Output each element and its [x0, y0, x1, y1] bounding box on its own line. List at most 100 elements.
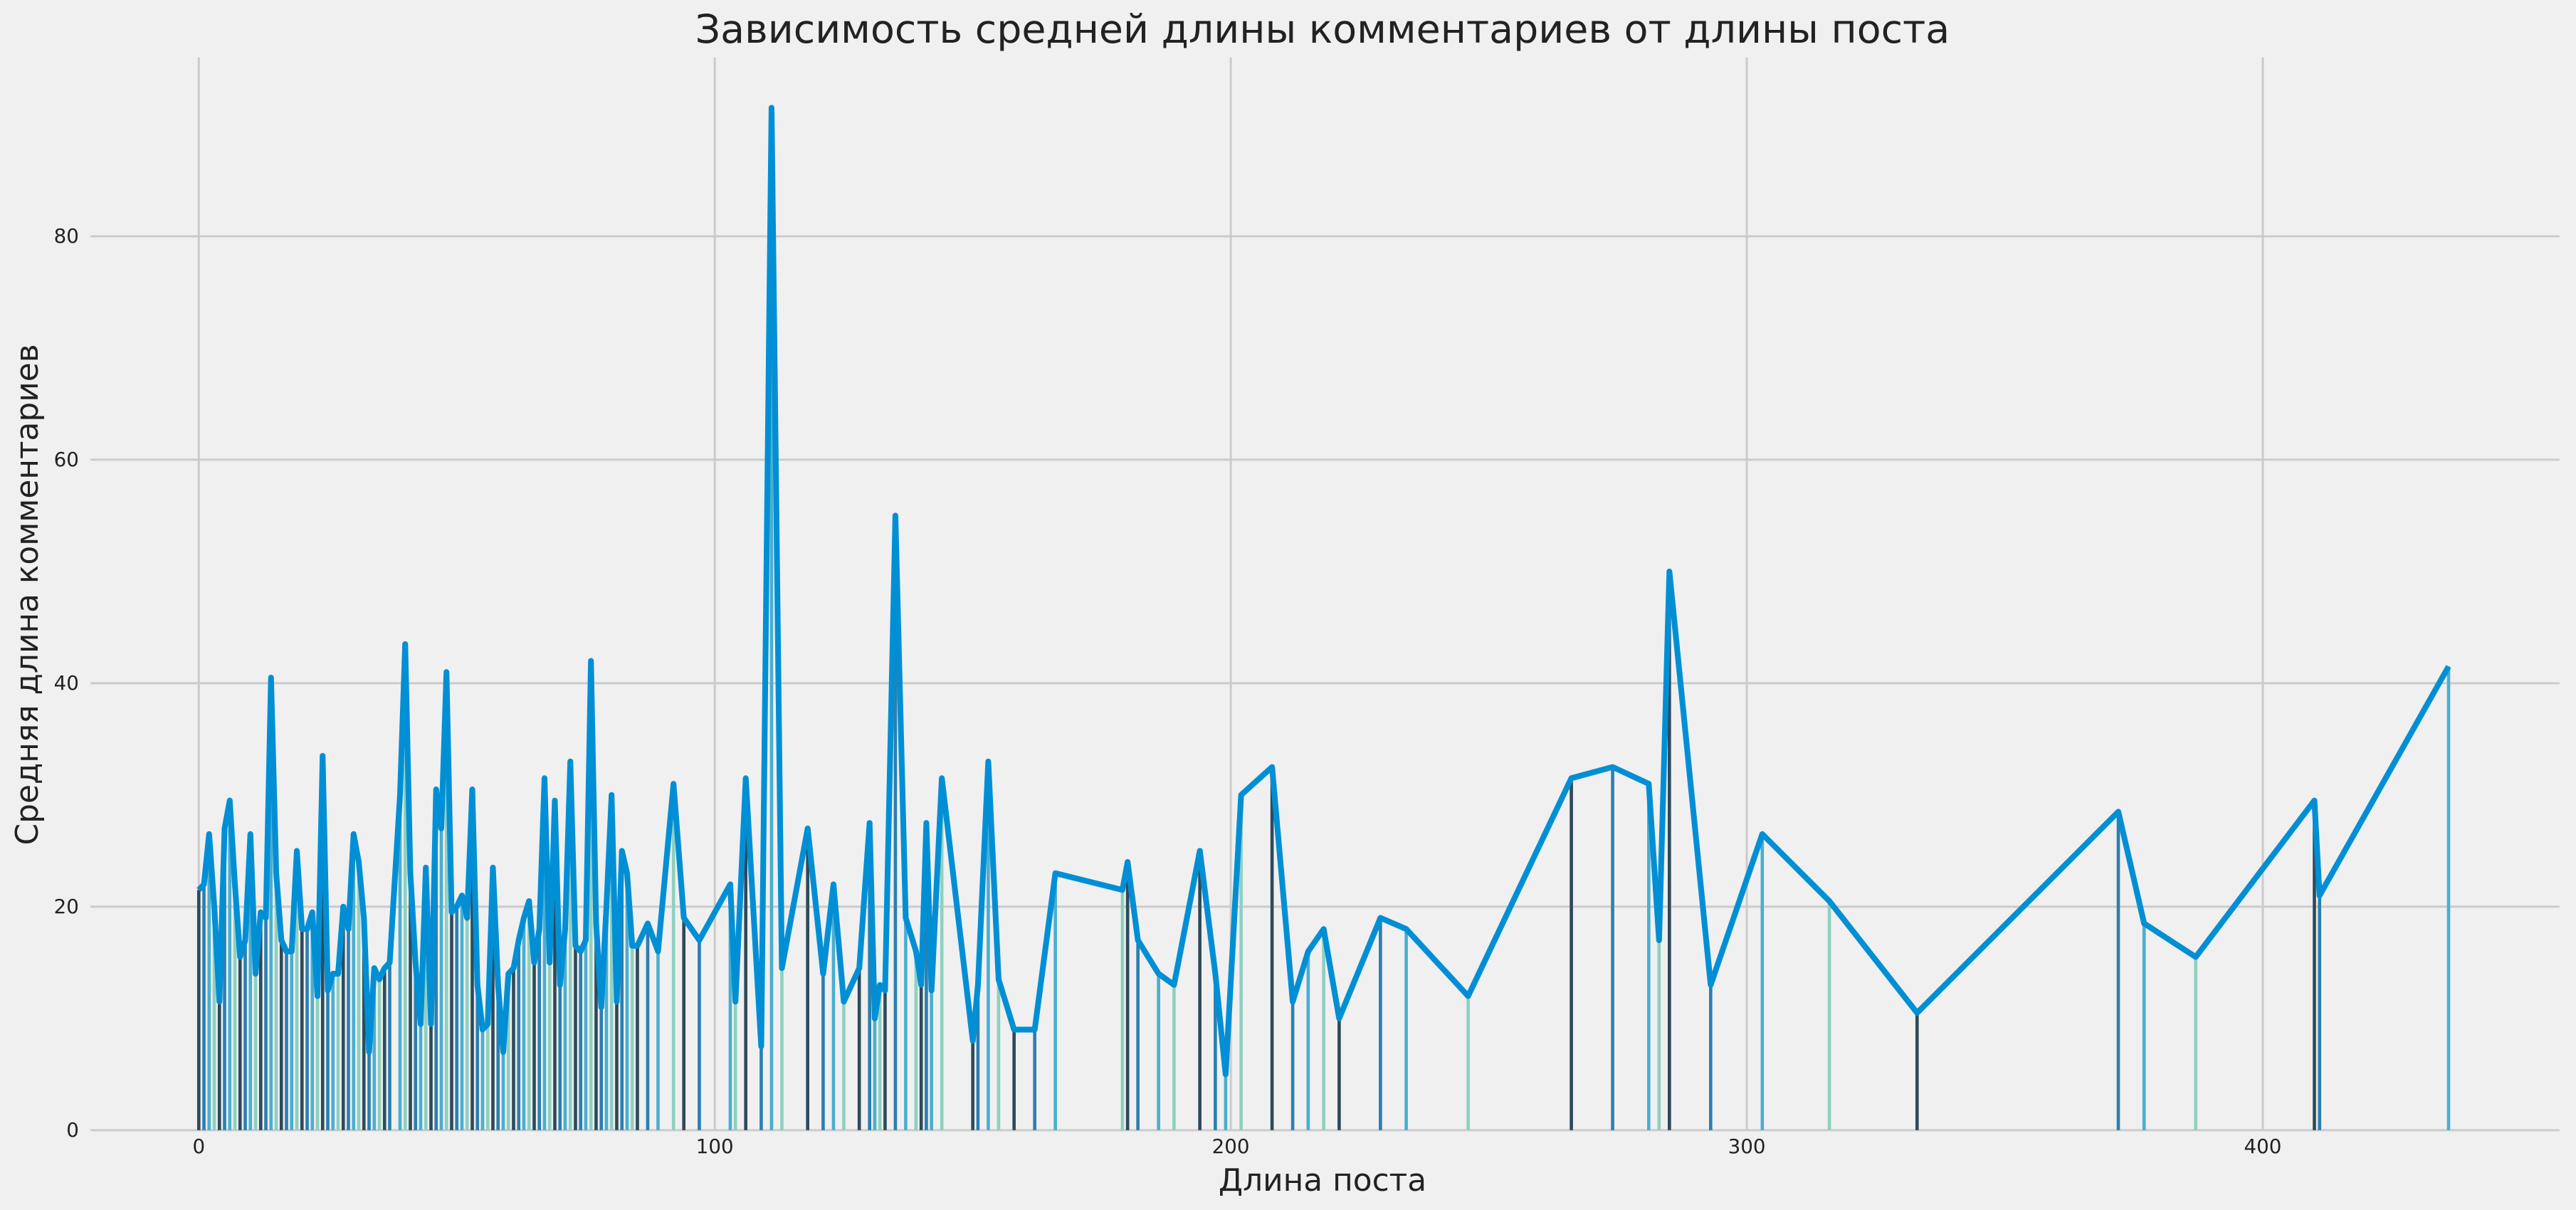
- bar: [1570, 778, 1573, 1130]
- bar: [326, 990, 330, 1130]
- bar: [728, 884, 732, 1130]
- bar: [1172, 984, 1176, 1130]
- bar: [609, 794, 614, 1130]
- bar: [698, 940, 701, 1130]
- bar: [1157, 974, 1160, 1130]
- bar: [1915, 1013, 1919, 1130]
- bar: [2313, 800, 2316, 1130]
- bar: [357, 862, 361, 1130]
- x-tick-label: 100: [696, 1135, 734, 1158]
- bar: [362, 917, 366, 1130]
- y-tick-label: 80: [54, 224, 79, 248]
- bar: [625, 873, 629, 1130]
- bar: [367, 1051, 371, 1130]
- bar: [398, 794, 402, 1130]
- bar: [636, 945, 639, 1130]
- bar: [868, 823, 871, 1130]
- bar: [382, 968, 387, 1130]
- bar: [264, 917, 268, 1130]
- bar: [971, 1041, 974, 1130]
- bar: [594, 923, 598, 1130]
- bar: [925, 823, 928, 1130]
- bar: [450, 912, 453, 1130]
- bar: [842, 1001, 846, 1130]
- bar: [341, 906, 345, 1130]
- bar: [228, 800, 232, 1130]
- bar: [320, 755, 325, 1130]
- bar: [579, 951, 583, 1130]
- bar: [506, 974, 510, 1130]
- bar: [604, 906, 609, 1130]
- bar: [465, 917, 469, 1130]
- bar: [414, 962, 418, 1130]
- bar: [223, 828, 226, 1130]
- bar: [419, 1024, 423, 1130]
- bar: [821, 974, 825, 1130]
- x-axis-label: Длина поста: [1219, 1162, 1426, 1199]
- bar: [2194, 957, 2198, 1130]
- bar: [347, 929, 350, 1130]
- bar: [883, 990, 887, 1130]
- bar: [331, 974, 335, 1130]
- bar: [537, 929, 542, 1130]
- bar: [501, 1051, 505, 1130]
- bar: [878, 984, 882, 1130]
- bar: [1290, 1001, 1295, 1130]
- bar: [1214, 974, 1217, 1130]
- bar: [300, 929, 304, 1130]
- bar: [233, 884, 237, 1130]
- bar: [248, 833, 253, 1130]
- bar: [1760, 833, 1765, 1130]
- bar: [269, 678, 273, 1130]
- bar: [212, 906, 216, 1130]
- bar: [336, 974, 340, 1130]
- bar: [517, 940, 521, 1130]
- bar: [584, 940, 588, 1130]
- line-series: [196, 105, 2451, 1078]
- bar: [940, 778, 944, 1130]
- bar: [290, 951, 294, 1130]
- bar: [615, 1001, 619, 1130]
- y-tick-label: 0: [66, 1118, 79, 1142]
- bar: [2446, 666, 2451, 1130]
- bar: [671, 784, 675, 1130]
- bar: [439, 828, 443, 1130]
- bar: [274, 873, 278, 1130]
- bar: [1224, 1074, 1228, 1130]
- bar: [769, 107, 774, 1130]
- bar: [930, 990, 933, 1130]
- bar: [444, 672, 448, 1130]
- bar: [2318, 895, 2322, 1130]
- bar: [253, 974, 258, 1130]
- bar: [563, 929, 567, 1130]
- bar: [315, 996, 320, 1130]
- bar: [904, 917, 908, 1130]
- bar: [1709, 984, 1713, 1130]
- bar: [1033, 1029, 1036, 1130]
- bar: [1120, 890, 1125, 1130]
- bar: [568, 761, 572, 1130]
- bar: [780, 968, 784, 1130]
- bar: [682, 917, 686, 1130]
- bar: [893, 515, 898, 1130]
- bar: [987, 761, 990, 1130]
- bar: [429, 1024, 433, 1130]
- y-tick-label: 20: [54, 895, 79, 918]
- bar: [1239, 794, 1243, 1130]
- bar: [2142, 923, 2146, 1130]
- bar: [1657, 940, 1661, 1130]
- bar: [258, 912, 263, 1130]
- bar: [470, 789, 474, 1130]
- bar: [424, 867, 428, 1130]
- bar: [976, 984, 980, 1130]
- bar: [196, 890, 201, 1130]
- x-tick-label: 200: [1212, 1135, 1250, 1158]
- bar: [656, 951, 660, 1130]
- bar: [434, 789, 438, 1130]
- bar: [547, 962, 552, 1130]
- bar: [1053, 873, 1057, 1130]
- bar: [646, 923, 650, 1130]
- y-tick-label: 60: [54, 448, 79, 471]
- bar: [2116, 811, 2120, 1130]
